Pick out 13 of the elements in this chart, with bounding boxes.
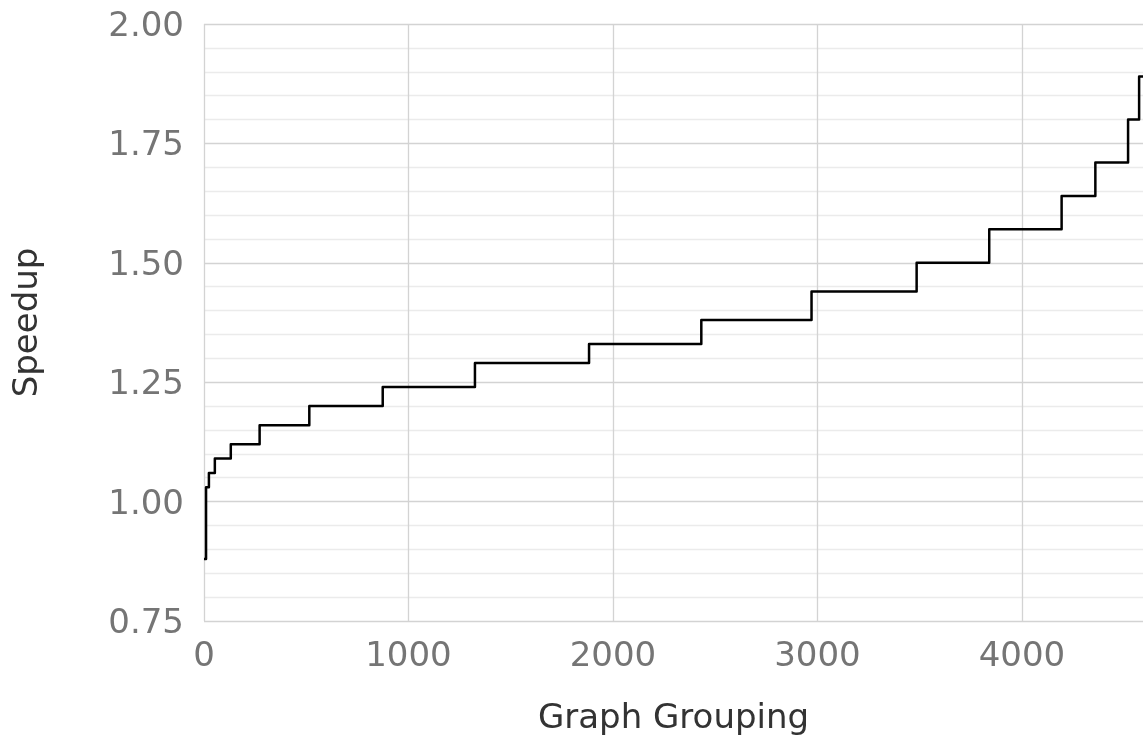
y-tick-label: 2.00 [108, 4, 184, 44]
y-tick-label: 1.50 [108, 242, 184, 283]
y-axis-title: Speedup [5, 247, 45, 398]
y-tick-label: 1.00 [108, 481, 184, 522]
y-tick-label: 1.25 [108, 362, 184, 403]
y-tick-label: 0.75 [108, 601, 184, 641]
x-tick-label: 0 [193, 634, 215, 674]
x-tick-label: 4000 [978, 634, 1066, 674]
x-tick-label: 2000 [569, 634, 657, 674]
y-tick-label: 1.75 [108, 123, 184, 164]
x-axis-title: Graph Grouping [537, 696, 810, 736]
x-tick-label: 3000 [774, 634, 861, 674]
x-tick-label: 1000 [365, 634, 452, 674]
